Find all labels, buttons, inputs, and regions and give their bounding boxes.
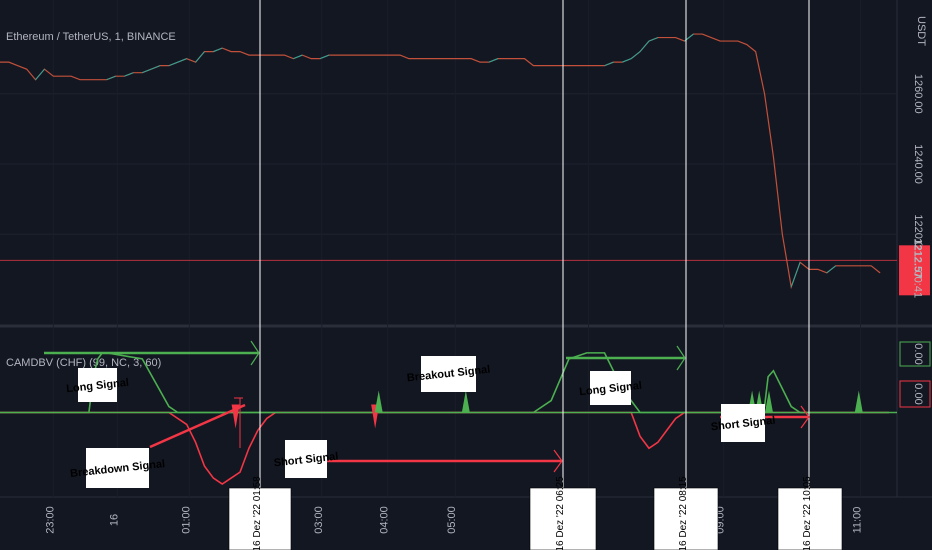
last-price-countdown: 00:41 [912, 271, 924, 299]
price-upmove-56 [488, 58, 499, 63]
time-tick-1: 16 [108, 514, 120, 526]
marker-up-3 [461, 390, 470, 413]
breakdown-arrow[interactable] [149, 397, 246, 449]
crosshair-lines [259, 0, 810, 497]
indicator-title[interactable]: CAMDBV (CHF) (99, NC, 3, 60) [6, 357, 161, 369]
time-tick-3: 03:00 [313, 506, 325, 534]
price-upmove-37 [319, 54, 330, 60]
svg-text:Fr 16 Dez '22 01:58: Fr 16 Dez '22 01:58 [252, 476, 263, 550]
callout-breakdown-signal[interactable]: Breakdown Signal [70, 448, 166, 488]
time-tick-0: 23:00 [44, 506, 56, 534]
price-tick-2: 1220.00 [912, 214, 924, 254]
price-upmove-23 [195, 51, 205, 63]
short-arrow-1[interactable] [322, 449, 563, 473]
svg-text:Fr 16 Dez '22 06:25: Fr 16 Dez '22 06:25 [555, 476, 566, 550]
marker-up-6 [764, 390, 773, 413]
price-unit: USDT [915, 16, 927, 46]
time-tick-4: 04:00 [379, 506, 391, 534]
time-tick-5: 05:00 [446, 506, 458, 534]
price-tick-1: 1240.00 [912, 144, 924, 184]
price-upmove-74 [648, 37, 659, 42]
time-axis-ticks: 23:001601:0003:0004:0005:0007:0009:0011:… [44, 506, 863, 534]
drawings [44, 340, 810, 473]
last-price-value: 1212.57 [912, 238, 924, 278]
price-upmove-25 [213, 47, 223, 53]
symbol-title[interactable]: Ethereum / TetherUS, 1, BINANCE [6, 31, 176, 43]
date-flag-1: Fr 16 Dez '22 01:58 [228, 476, 292, 550]
price-upmove-15 [124, 72, 134, 77]
price-upmove-20 [168, 61, 178, 67]
price-upmove-94 [826, 265, 836, 274]
price-upmove-73 [639, 40, 650, 52]
long-arrow-1[interactable] [44, 340, 260, 366]
price-axis-ticks: 1260.00 1240.00 1220.00 [912, 74, 924, 254]
price-upmove-72 [630, 51, 641, 60]
time-tick-8: 11:00 [852, 507, 864, 534]
price-upmove-71 [622, 58, 632, 63]
price-series [0, 33, 881, 290]
time-tick-2: 01:00 [180, 506, 192, 534]
indicator-badge-down: 0.00 [899, 380, 931, 408]
callout-short-signal-1[interactable]: Short Signal [273, 440, 339, 478]
price-upmove-90 [790, 262, 801, 288]
marker-up-2 [374, 390, 383, 413]
callout-breakout-signal[interactable]: Breakout Signal [406, 356, 491, 392]
price-tick-0: 1260.00 [912, 74, 924, 114]
callout-long-signal-1[interactable]: Long Signal [66, 368, 130, 402]
price-upmove-69 [604, 61, 614, 67]
price-upmove-21 [177, 58, 187, 63]
svg-text:Fr 16 Dez '22 10:05: Fr 16 Dez '22 10:05 [802, 476, 813, 550]
price-pane[interactable] [0, 0, 897, 325]
date-flag-4: Fr 16 Dez '22 10:05 [777, 476, 843, 550]
last-price-badge: 1212.57 00:41 [899, 238, 930, 298]
indicator-badge-up: 0.00 [899, 341, 931, 367]
price-upmove-34 [293, 54, 303, 60]
price-upmove-17 [142, 68, 152, 74]
grid-lines [0, 93, 897, 235]
price-upmove-18 [150, 65, 161, 70]
price-upmove-13 [106, 75, 116, 81]
marker-up-7 [854, 390, 863, 413]
callout-long-signal-2[interactable]: Long Signal [579, 371, 643, 405]
date-flag-2: Fr 16 Dez '22 06:25 [529, 476, 597, 550]
date-flag-3: Fr 16 Dez '22 08:15 [653, 476, 719, 550]
svg-text:Fr 16 Dez '22 08:15: Fr 16 Dez '22 08:15 [678, 476, 689, 550]
price-upmove-5 [35, 68, 45, 81]
indicator-badge-down-value: 0.00 [912, 383, 924, 404]
callout-short-signal-2[interactable]: Short Signal [710, 404, 776, 442]
indicator-badge-up-value: 0.00 [912, 343, 924, 364]
long-arrow-2[interactable] [566, 345, 686, 371]
